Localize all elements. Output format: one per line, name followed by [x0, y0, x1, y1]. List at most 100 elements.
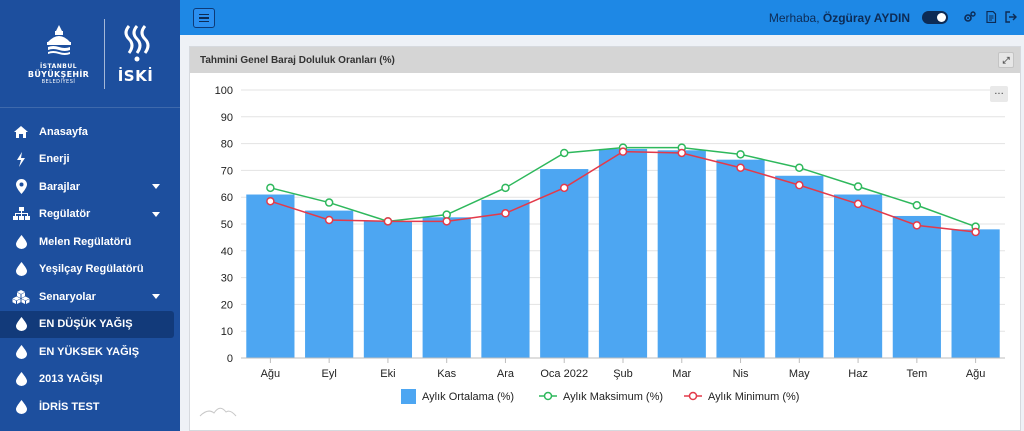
- bar: [833, 194, 883, 358]
- card-title: Tahmini Genel Baraj Doluluk Oranları (%): [200, 54, 395, 66]
- series-point: [501, 183, 510, 193]
- iski-wordmark: İSKİ: [117, 66, 154, 85]
- gears-icon[interactable]: [964, 11, 976, 23]
- y-tick-label: 90: [221, 112, 233, 124]
- sidebar-toggle-button[interactable]: [193, 8, 215, 28]
- series-point: [559, 148, 569, 158]
- sidebar-item-label: EN DÜŞÜK YAĞIŞ: [39, 318, 133, 331]
- map-marker-icon: [12, 179, 30, 195]
- expand-icon[interactable]: ⤢: [998, 52, 1014, 68]
- sidebar-item-senaryolar[interactable]: Senaryolar: [0, 283, 180, 311]
- drop-icon: [12, 399, 30, 415]
- user-name: Özgüray AYDIN: [822, 11, 910, 25]
- y-tick-label: 80: [221, 139, 233, 151]
- bar: [775, 175, 824, 358]
- sidebar-item-2013-yagisi[interactable]: 2013 YAĞIŞI: [0, 366, 180, 394]
- series-point: [324, 215, 334, 225]
- x-tick-label: Ağu: [966, 368, 986, 380]
- bar: [951, 229, 1000, 358]
- iski-mark-icon: [124, 24, 149, 61]
- sidebar-item-label: Senaryolar: [39, 290, 96, 303]
- series-point: [853, 199, 863, 209]
- sidebar-item-label: Anasayfa: [39, 125, 88, 138]
- series-point: [971, 227, 980, 237]
- sidebar-item-label: EN YÜKSEK YAĞIŞ: [39, 345, 140, 358]
- sparkline-decoration: [199, 407, 237, 417]
- chevron-down-icon[interactable]: [152, 294, 160, 299]
- topbar: Merhaba, Özgüray AYDIN: [180, 0, 1024, 35]
- y-tick-label: 100: [215, 85, 233, 97]
- sidebar-item-enerji[interactable]: Enerji: [0, 146, 180, 174]
- ibb-logo-line1: İSTANBUL: [39, 63, 78, 70]
- series-point: [736, 163, 745, 172]
- chevron-down-icon[interactable]: [152, 184, 160, 189]
- bar: [657, 150, 706, 358]
- series-point: [736, 150, 745, 159]
- sidebar-item-melen-regulatoru[interactable]: Melen Regülatörü: [0, 228, 180, 256]
- y-tick-label: 30: [221, 273, 233, 285]
- sidebar-item-idris-test[interactable]: İDRİS TEST: [0, 393, 180, 421]
- ibb-logo-line3: BELEDİYESİ: [41, 79, 76, 85]
- bar: [363, 221, 413, 358]
- y-tick-label: 40: [221, 246, 233, 258]
- sidebar-item-barajlar[interactable]: Barajlar: [0, 173, 180, 201]
- document-icon[interactable]: [985, 11, 997, 23]
- brand-area: İSTANBUL BÜYÜKŞEHİR BELEDİYESİ İSKİ: [0, 0, 180, 108]
- legend-label: Aylık Maksimum (%): [563, 391, 663, 403]
- y-tick-label: 0: [227, 353, 233, 365]
- y-tick-label: 10: [221, 326, 233, 338]
- sidebar-item-anasayfa[interactable]: Anasayfa: [0, 118, 180, 146]
- y-tick-label: 60: [221, 192, 233, 204]
- sidebar-item-regulator[interactable]: Regülatör: [0, 201, 180, 229]
- theme-toggle-switch[interactable]: [922, 11, 948, 24]
- y-tick-label: 20: [221, 299, 233, 311]
- sidebar-item-label: Melen Regülatörü: [39, 235, 132, 248]
- series-point: [853, 182, 863, 191]
- cubes-icon: [12, 289, 30, 305]
- chevron-down-icon[interactable]: [152, 211, 160, 217]
- drop-icon: [12, 371, 30, 387]
- chart-menu-button[interactable]: ···: [990, 86, 1008, 102]
- series-point: [912, 200, 922, 210]
- hamburger-icon: [199, 13, 209, 16]
- hamburger-icon-line: [199, 20, 209, 23]
- logout-icon[interactable]: [1005, 11, 1017, 23]
- sidebar-item-label: İDRİS TEST: [39, 400, 100, 413]
- card-header: Tahmini Genel Baraj Doluluk Oranları (%)…: [190, 47, 1020, 73]
- greeting-prefix: Merhaba,: [768, 11, 823, 25]
- legend-swatch-point: [543, 391, 553, 401]
- iski-logo[interactable]: İSKİ: [113, 23, 159, 85]
- ibb-logo[interactable]: İSTANBUL BÜYÜKŞEHİR BELEDİYESİ: [22, 22, 96, 85]
- x-tick-label: Ara: [497, 368, 515, 380]
- y-tick-label: 50: [221, 219, 233, 231]
- series-point: [501, 209, 510, 218]
- sidebar-item-label: Yeşilçay Regülatörü: [39, 263, 144, 276]
- bolt-icon: [12, 151, 30, 167]
- legend-swatch-point: [688, 391, 698, 401]
- bar: [540, 169, 589, 358]
- x-tick-label: Nis: [733, 368, 749, 380]
- sidebar-item-label: Enerji: [39, 153, 70, 166]
- sidebar-item-en-dusuk-yagis[interactable]: EN DÜŞÜK YAĞIŞ: [0, 310, 174, 338]
- hamburger-icon-line: [199, 17, 209, 19]
- ibb-logo-line2: BÜYÜKŞEHİR: [27, 70, 90, 79]
- sidebar: İSTANBUL BÜYÜKŞEHİR BELEDİYESİ İSKİ: [0, 0, 180, 431]
- home-icon: [12, 124, 30, 140]
- legend-label: Aylık Minimum (%): [708, 391, 799, 403]
- bar: [246, 194, 295, 358]
- bar: [716, 159, 765, 358]
- series-point: [795, 163, 804, 172]
- bar: [422, 217, 471, 358]
- sidebar-item-yesilcay-regulatoru[interactable]: Yeşilçay Regülatörü: [0, 256, 180, 284]
- bar: [305, 210, 354, 358]
- series-point: [677, 148, 687, 158]
- chart-svg: 0 10 20 30 40 50 60 70 80 90 100 Ağu Eyl Eki Kas Ara Oca…: [199, 85, 1005, 417]
- x-tick-label: May: [789, 368, 810, 380]
- drop-icon: [12, 344, 30, 360]
- sidebar-item-en-yuksek-yagis[interactable]: EN YÜKSEK YAĞIŞ: [0, 338, 180, 366]
- drop-icon: [12, 234, 30, 250]
- ibb-crest-icon: [46, 25, 71, 55]
- series-point: [266, 183, 275, 193]
- drop-icon: [12, 261, 30, 277]
